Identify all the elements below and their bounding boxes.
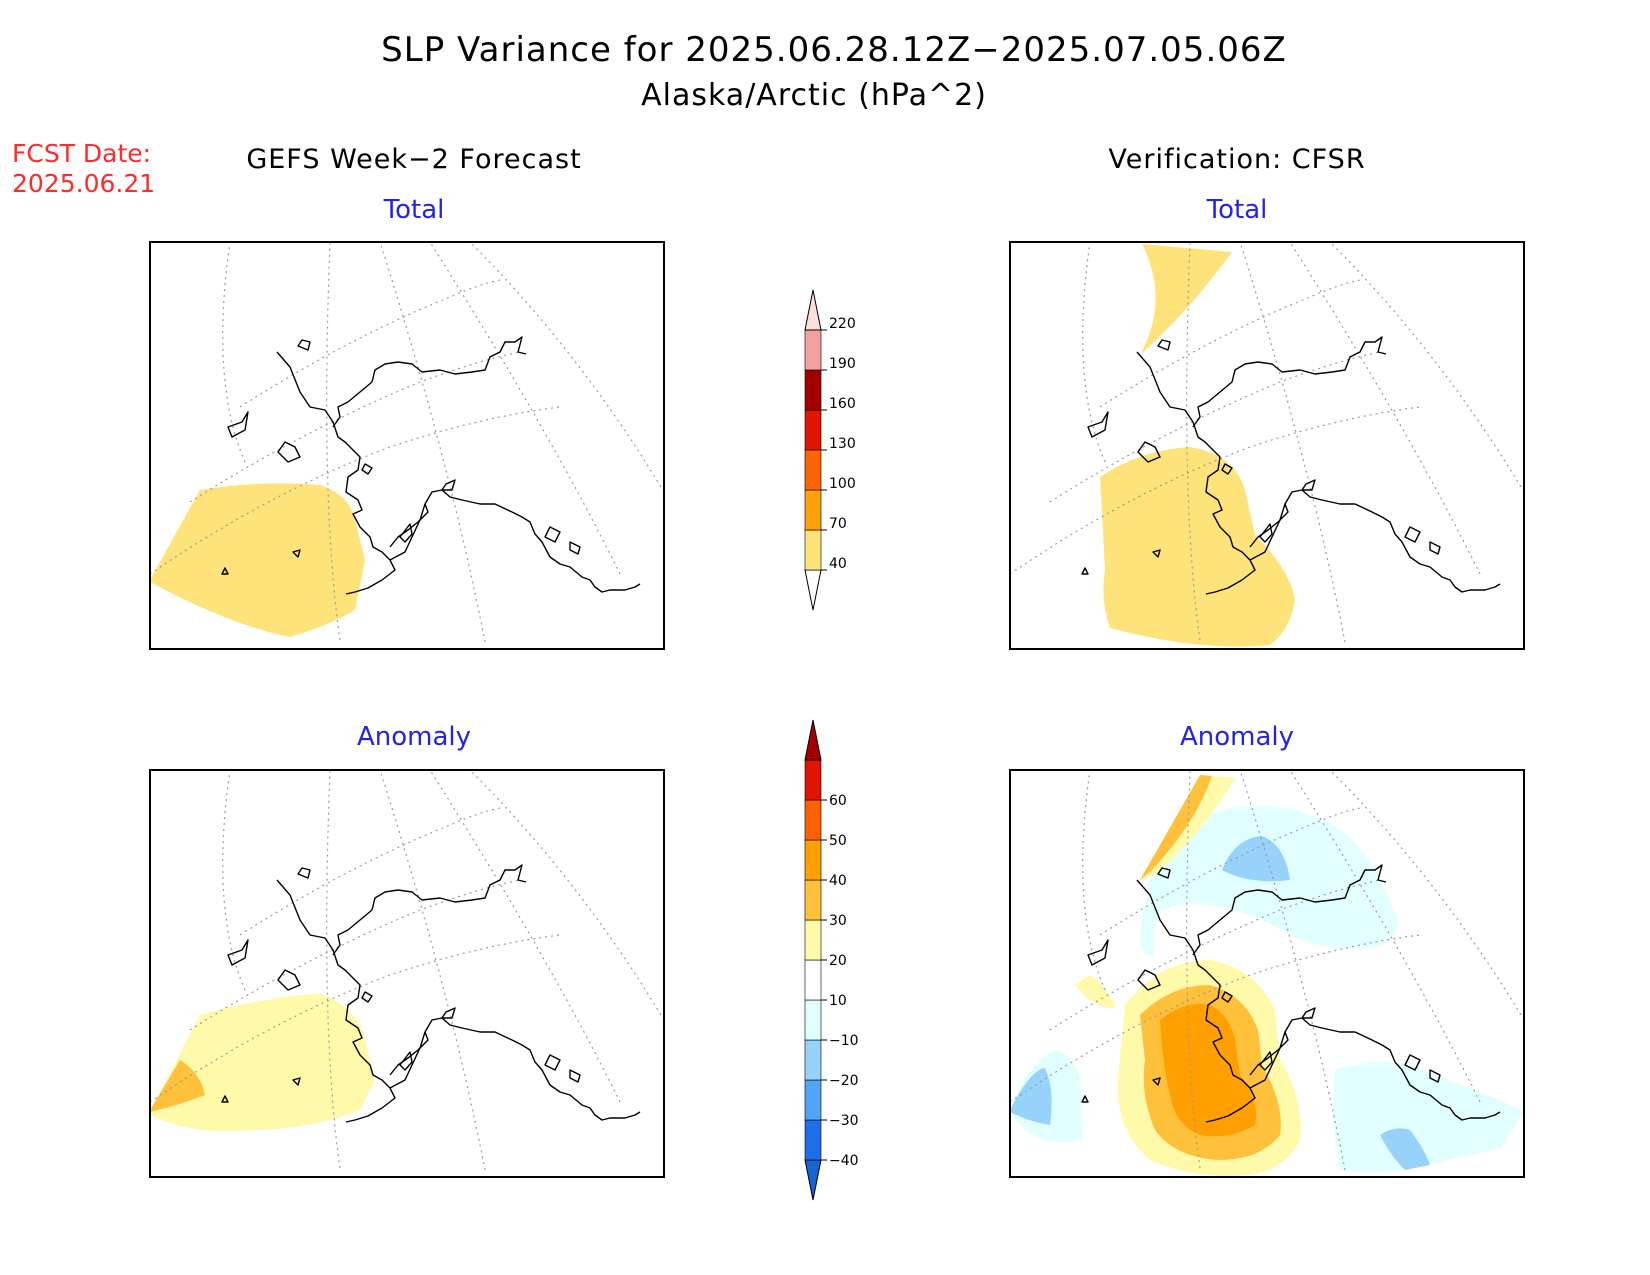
colorbar-tick-label: −10 — [829, 1033, 859, 1049]
colorbar-swatch — [804, 999, 822, 1041]
contour-neg10-neg20-east — [1333, 1062, 1524, 1173]
contour-neg20-neg30-southwest — [1010, 1068, 1052, 1125]
contour-20-30 — [150, 1060, 205, 1112]
colorbar-tick-label: −20 — [829, 1073, 859, 1089]
colorbar-swatch — [804, 919, 822, 961]
colorbar-tick-label: 130 — [829, 436, 856, 452]
colorbar-tick-label: 10 — [829, 993, 847, 1009]
fcst-date-label: FCST Date: — [12, 139, 151, 168]
contour-40-70-bering — [1100, 447, 1295, 647]
map-forecast-total — [149, 241, 665, 650]
colorbar-swatch — [804, 759, 822, 801]
colorbar-tick-label: 40 — [829, 873, 847, 889]
contour-20-30-arctic — [1140, 775, 1212, 880]
colorbar-tick-label: 30 — [829, 913, 847, 929]
colorbar-tick-label: 220 — [829, 316, 856, 332]
column-title-forecast: GEFS Week−2 Forecast — [246, 144, 581, 175]
figure-subtitle: Alaska/Arctic (hPa^2) — [641, 78, 987, 113]
fcst-date-value: 2025.06.21 — [12, 169, 155, 198]
map-forecast-anomaly — [149, 769, 665, 1178]
colorbar-tick-label: 100 — [829, 476, 856, 492]
contour-10-20-west — [1075, 975, 1115, 1009]
colorbar-tick-label: 190 — [829, 356, 856, 372]
figure-title: SLP Variance for 2025.06.28.12Z−2025.07.… — [381, 30, 1287, 70]
contour-30-40-bering — [1160, 1004, 1256, 1137]
contour-10-20 — [150, 993, 375, 1131]
colorbar-swatch — [804, 1039, 822, 1081]
colorbar-swatch — [804, 289, 822, 331]
panel-label-verification-anomaly: Anomaly — [1180, 722, 1294, 752]
colorbar-tick-label: 40 — [829, 556, 847, 572]
colorbar-tick-label: 20 — [829, 953, 847, 969]
colorbar-swatch — [804, 329, 822, 371]
contour-neg20-neg30-north — [1222, 836, 1290, 882]
colorbar-tick-label: 70 — [829, 516, 847, 532]
panel-label-forecast-anomaly: Anomaly — [357, 722, 471, 752]
colorbar-tick-label: 160 — [829, 396, 856, 412]
colorbar-swatch — [804, 1119, 822, 1161]
column-title-verification: Verification: CFSR — [1108, 144, 1365, 175]
map-verification-total — [1009, 241, 1525, 650]
colorbar-swatch — [804, 839, 822, 881]
map-frame — [149, 241, 665, 650]
colorbar-tick-label: −40 — [829, 1153, 859, 1169]
colorbar-swatch — [804, 489, 822, 531]
colorbar-tick-label: 60 — [829, 793, 847, 809]
panel-label-forecast-total: Total — [383, 195, 445, 225]
contour-40-70 — [150, 483, 365, 637]
colorbar-swatch — [804, 449, 822, 491]
colorbar-swatch — [804, 959, 822, 1001]
colorbar-swatch-below — [804, 569, 822, 611]
map-frame — [149, 769, 665, 1178]
map-verification-anomaly — [1009, 769, 1525, 1178]
colorbar-swatch — [804, 879, 822, 921]
colorbar-swatch — [804, 799, 822, 841]
colorbar-tick-label: 50 — [829, 833, 847, 849]
colorbar-swatch — [804, 409, 822, 451]
contour-neg20-neg30-east — [1380, 1128, 1430, 1170]
colorbar-swatch — [804, 719, 822, 761]
colorbar-total: 40 70 100 130 160 190 220 — [804, 289, 856, 611]
contour-40-70-arctic — [1140, 244, 1232, 355]
colorbar-swatch — [804, 1159, 822, 1201]
colorbar-anomaly: −40 −30 −20 −10 10 20 30 40 50 60 — [804, 719, 859, 1201]
colorbar-swatch — [804, 1079, 822, 1121]
map-frame — [1009, 241, 1525, 650]
panel-label-verification-total: Total — [1206, 195, 1268, 225]
colorbar-swatch — [804, 529, 822, 571]
colorbar-tick-label: −30 — [829, 1113, 859, 1129]
map-frame — [1009, 769, 1525, 1178]
colorbar-swatch — [804, 369, 822, 411]
